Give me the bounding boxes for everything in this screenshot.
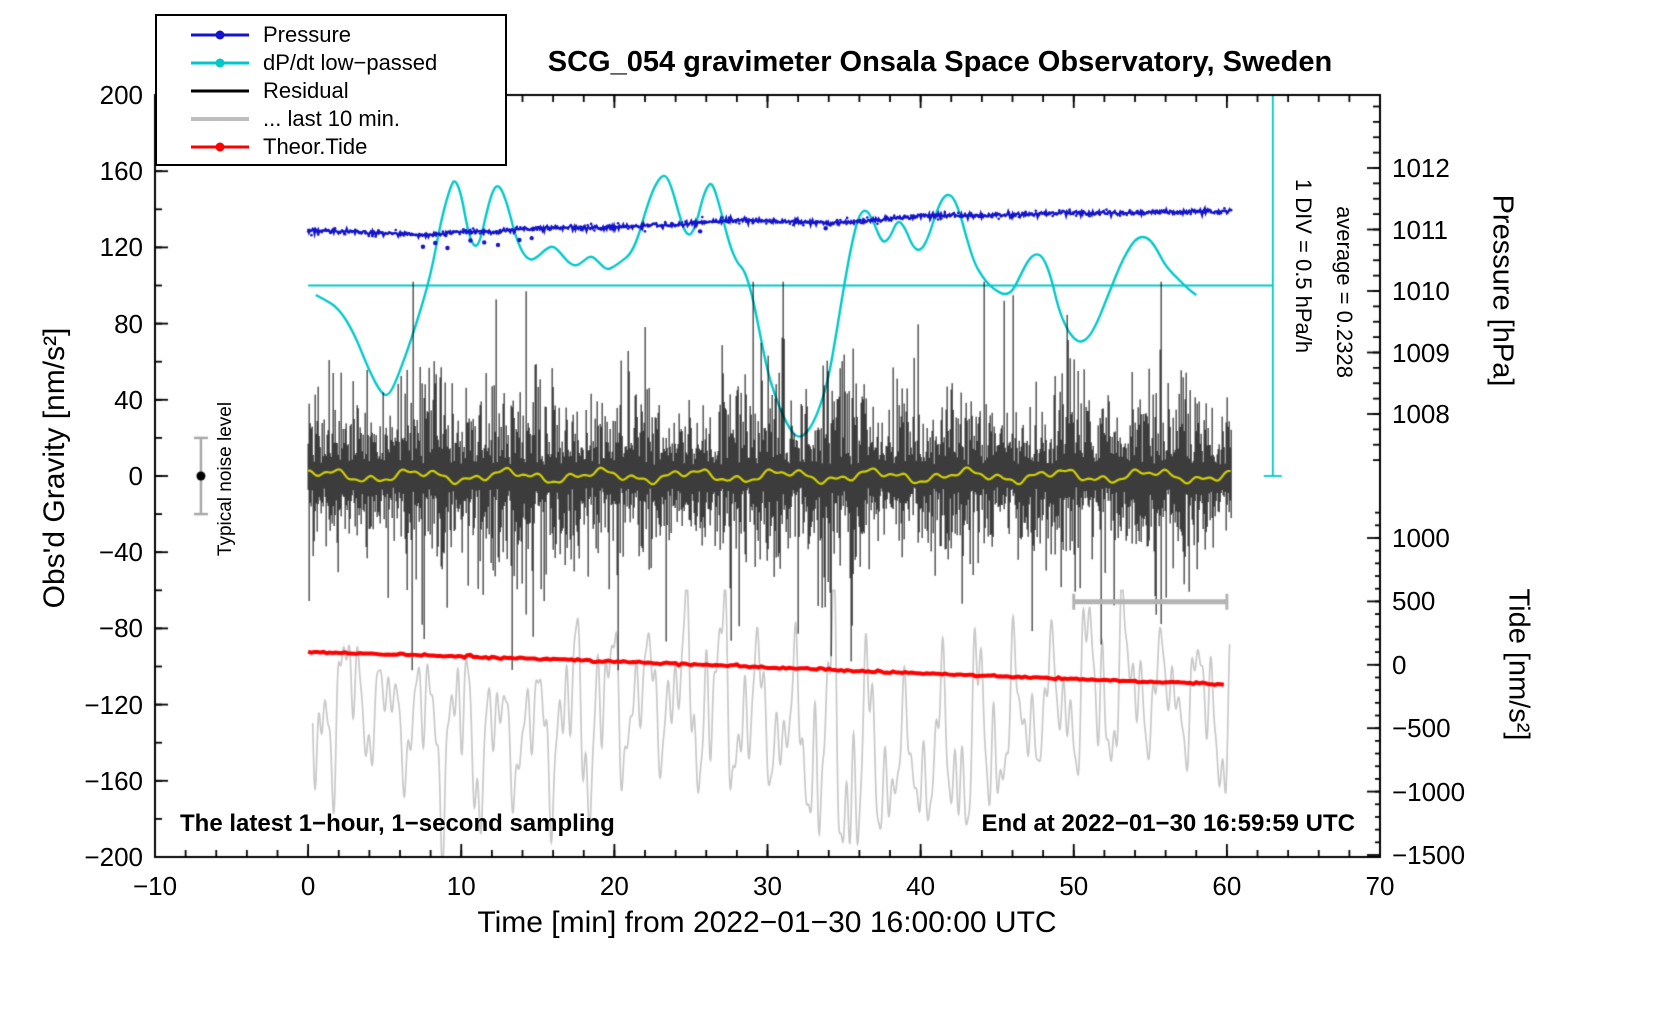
- legend-line-icon: [189, 84, 251, 98]
- tick-label: 200: [99, 80, 143, 110]
- tick-label: 60: [1212, 871, 1242, 901]
- chart-title: SCG_054 gravimeter Onsala Space Observat…: [547, 46, 1333, 78]
- legend-item-label: dP/dt low−passed: [263, 50, 438, 75]
- legend-item: Pressure: [157, 21, 505, 49]
- end-time-note: End at 2022−01−30 16:59:59 UTC: [981, 810, 1355, 837]
- legend: Pressure dP/dt low−passed Residual ... last…: [155, 14, 507, 166]
- tick-label: −40: [98, 537, 143, 568]
- tick-label: 0: [1392, 649, 1407, 680]
- legend-line-icon: [189, 112, 251, 126]
- div-scale-annotation: 1 DIV = 0.5 hPa/h: [1291, 178, 1316, 354]
- legend-item: ... last 10 min.: [157, 105, 505, 133]
- tick-label: −120: [84, 689, 143, 720]
- legend-line-dot-icon: [189, 140, 251, 154]
- legend-item: Residual: [157, 77, 505, 105]
- tick-label: 1000: [1392, 523, 1450, 553]
- tick-label: 0: [300, 871, 316, 901]
- tick-label: 30: [753, 871, 782, 901]
- tick-label: 40: [114, 384, 143, 415]
- legend-line-dot-icon: [189, 28, 251, 42]
- tick-label: 500: [1392, 586, 1436, 617]
- tick-label: 0: [128, 461, 143, 491]
- sampling-note: The latest 1−hour, 1−second sampling: [180, 810, 615, 837]
- tick-label: −160: [84, 765, 143, 796]
- tick-label: 10: [446, 871, 476, 901]
- tick-label: 40: [906, 871, 936, 901]
- tick-label: 1008: [1392, 399, 1450, 429]
- legend-item-label: ... last 10 min.: [263, 106, 400, 131]
- tick-label: 1012: [1392, 153, 1450, 183]
- x-axis-label: Time [min] from 2022−01−30 16:00:00 UTC: [477, 906, 1057, 939]
- tick-label: 120: [99, 232, 143, 263]
- legend-item-label: Theor.Tide: [263, 134, 368, 159]
- tick-label: −10: [132, 871, 178, 901]
- legend-line-dot-icon: [189, 56, 251, 70]
- y-axis-label-gravity: Obs'd Gravity [nm/s²]: [38, 327, 71, 609]
- legend-item-label: Residual: [263, 78, 349, 103]
- tick-label: 50: [1059, 871, 1089, 901]
- tick-label: 160: [99, 156, 143, 187]
- tick-label: 20: [599, 871, 629, 901]
- tick-label: 1011: [1392, 214, 1448, 245]
- tick-label: 70: [1365, 871, 1395, 901]
- tick-label: 1009: [1392, 337, 1450, 368]
- legend-item: dP/dt low−passed: [157, 49, 505, 77]
- legend-item-label: Pressure: [263, 22, 352, 47]
- tick-label: −500: [1392, 713, 1451, 744]
- average-annotation: average = 0.2328: [1332, 206, 1357, 378]
- tick-label: −1000: [1392, 776, 1466, 807]
- tick-label: −80: [98, 613, 143, 644]
- y-axis-label-pressure: Pressure [hPa]: [1486, 194, 1519, 387]
- tick-label: 80: [114, 308, 143, 339]
- noise-level-annotation: Typical noise level: [215, 401, 236, 557]
- tick-label: 1010: [1392, 276, 1450, 306]
- tick-label: −200: [84, 842, 143, 872]
- y-axis-label-tide: Tide [nm/s²]: [1502, 588, 1535, 741]
- tick-label: −1500: [1392, 840, 1466, 870]
- legend-item: Theor.Tide: [157, 133, 505, 161]
